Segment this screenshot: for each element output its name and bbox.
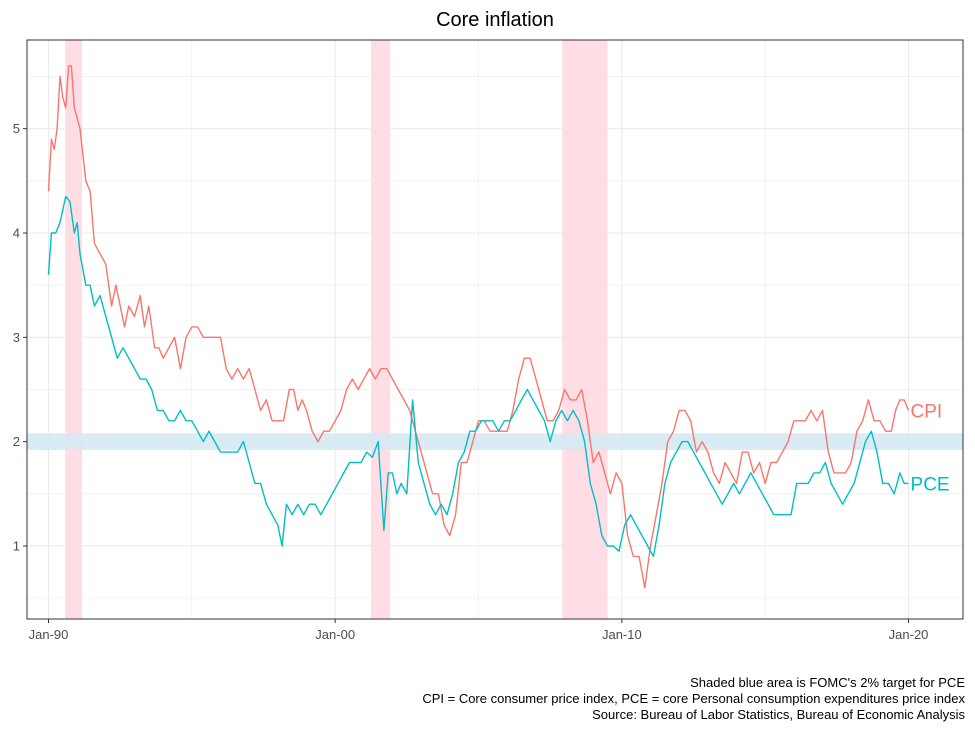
recession-band — [371, 40, 391, 619]
series-label-pce: PCE — [911, 474, 950, 495]
x-tick-label: Jan-90 — [29, 627, 69, 642]
recession-band — [65, 40, 83, 619]
y-tick-label: 4 — [13, 226, 20, 241]
x-tick-label: Jan-00 — [315, 627, 355, 642]
y-tick-label: 5 — [13, 121, 20, 136]
plot-border — [26, 39, 964, 620]
plot-area: CPI PCE 1 2 3 4 5 Jan-90 Jan-00 Jan-10 Jan-20 — [13, 39, 964, 642]
caption-source: Source: Bureau of Labor Statistics, Bure… — [592, 707, 965, 722]
caption-target-note: Shaded blue area is FOMC's 2% target for… — [690, 675, 965, 690]
y-tick-label: 3 — [13, 330, 20, 345]
x-tick-label: Jan-20 — [889, 627, 929, 642]
series-label-cpi: CPI — [911, 401, 943, 422]
series-line-pce — [47, 195, 909, 558]
chart-title: Core inflation — [436, 9, 554, 31]
plot-background — [27, 40, 963, 619]
y-tick-label: 2 — [13, 434, 20, 449]
y-tick-label: 1 — [13, 538, 20, 553]
caption-definitions: CPI = Core consumer price index, PCE = c… — [422, 691, 965, 706]
target-band — [27, 433, 963, 450]
series-line-cpi — [47, 65, 910, 589]
x-tick-label: Jan-10 — [602, 627, 642, 642]
